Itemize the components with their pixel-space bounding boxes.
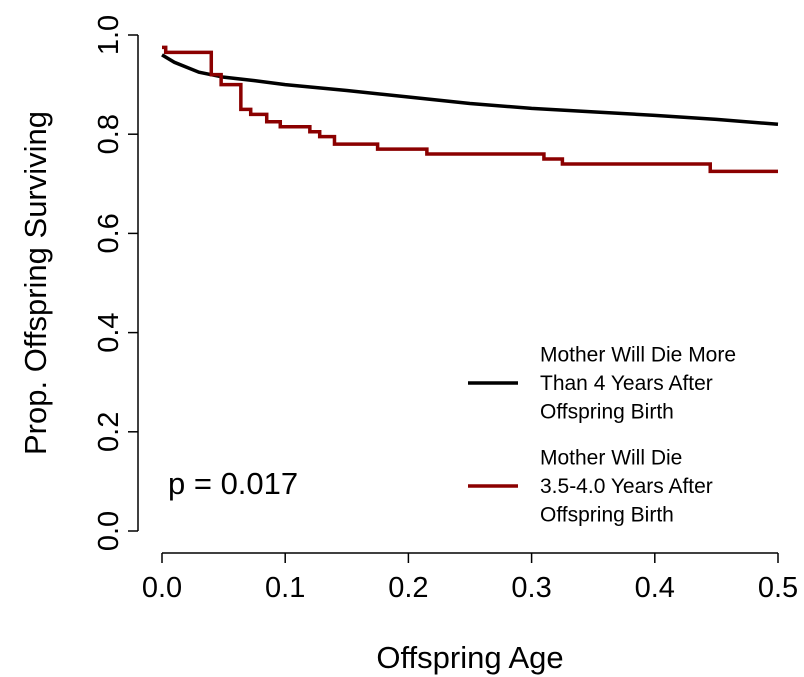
y-tick-label: 0.4: [93, 312, 125, 352]
y-tick-label: 0.6: [93, 213, 125, 253]
x-tick-label: 0.0: [142, 572, 182, 604]
x-tick-label: 0.5: [758, 572, 798, 604]
legend-label: Mother Will Die 3.5-4.0 Years After Offspr…: [540, 447, 713, 527]
x-tick-label: 0.4: [635, 572, 675, 604]
y-tick-label: 0.8: [93, 114, 125, 154]
annotation: p = 0.017: [168, 466, 298, 501]
y-tick-label: 0.0: [93, 511, 125, 551]
x-tick-label: 0.1: [265, 572, 305, 604]
y-axis-title: Prop. Offspring Surviving: [18, 111, 53, 455]
x-tick-label: 0.2: [388, 572, 428, 604]
series-line: [161, 53, 779, 127]
y-tick-label: 1.0: [93, 15, 125, 55]
x-axis-title: Offspring Age: [376, 640, 563, 675]
series-line: [162, 45, 778, 174]
legend-label: Mother Will Die More Than 4 Years After Of…: [540, 344, 736, 424]
y-tick-label: 0.2: [93, 412, 125, 452]
x-tick-label: 0.3: [511, 572, 551, 604]
